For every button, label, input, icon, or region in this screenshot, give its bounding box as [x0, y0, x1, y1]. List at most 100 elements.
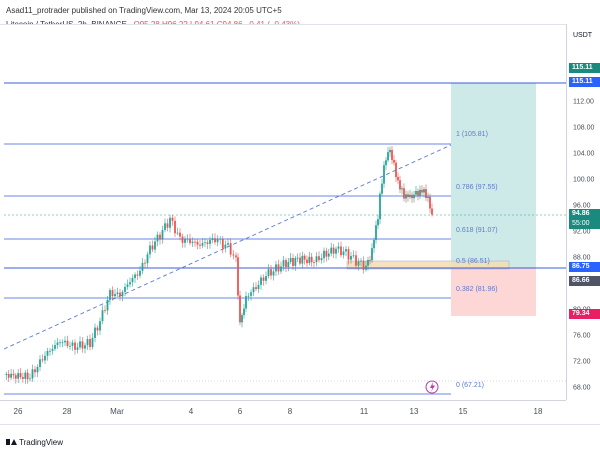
time-axis[interactable]: 26 28 Mar 4 6 8 11 13 15 18: [0, 400, 566, 422]
candle-body: [206, 242, 209, 244]
candle-body: [320, 258, 323, 261]
candle-body: [342, 251, 345, 256]
candle-body: [214, 238, 216, 243]
stop-price-label: 79.34: [569, 309, 600, 319]
candle-body: [136, 274, 139, 276]
candle-body: [116, 292, 119, 295]
candle-body: [337, 246, 340, 249]
candle-body: [104, 310, 106, 311]
price-chart[interactable]: 1 (105.81) 0.786 (97.55) 0.618 (91.07) 0…: [0, 25, 566, 400]
candle-body: [340, 246, 342, 256]
candle-body: [59, 342, 61, 344]
candle-body: [287, 261, 290, 267]
candle-body: [106, 299, 109, 311]
candle-body: [345, 249, 347, 252]
candle-body: [425, 189, 427, 198]
candle-body: [184, 239, 186, 243]
candle-body: [201, 243, 204, 246]
candle-body: [111, 290, 114, 297]
entry-zone[interactable]: [346, 260, 510, 270]
time-tick: 18: [533, 407, 543, 416]
last-price-label: 94.86: [569, 209, 600, 219]
price-tick: 92.00: [573, 228, 591, 236]
fib-label-0: 0 (67.21): [456, 382, 484, 389]
candle-body: [360, 260, 362, 262]
target-zone[interactable]: [451, 83, 536, 268]
candle-body: [389, 149, 391, 153]
candle-body: [29, 378, 31, 380]
candle-body: [139, 270, 141, 276]
price-tick: 88.00: [573, 254, 591, 262]
candle-body: [275, 264, 277, 272]
price-tick: 68.00: [573, 384, 591, 392]
candle-body: [431, 208, 433, 215]
candle-body: [221, 238, 224, 249]
time-tick: Mar: [110, 407, 124, 416]
candle-body: [369, 259, 371, 261]
candle-body: [362, 260, 365, 270]
time-tick: 6: [237, 407, 243, 416]
candle-body: [126, 284, 129, 287]
candle-body: [26, 372, 29, 380]
candle-body: [74, 342, 76, 350]
candle-body: [91, 338, 94, 347]
candle-body: [174, 220, 176, 234]
candle-body: [141, 262, 144, 271]
candle-body: [5, 373, 8, 375]
candle-body: [301, 255, 304, 264]
candle-body: [355, 255, 357, 266]
candle-body: [262, 277, 265, 281]
lightning-icon[interactable]: [425, 380, 439, 394]
currency-label[interactable]: USDT: [573, 32, 593, 39]
candle-body: [373, 239, 375, 249]
candle-body: [371, 248, 373, 261]
candle-body: [270, 269, 272, 276]
candle-body: [61, 342, 64, 344]
candle-body: [265, 276, 267, 281]
candle-body: [393, 159, 395, 163]
candle-body: [114, 294, 116, 297]
dashed-trendline[interactable]: [3, 144, 452, 350]
candle-body: [69, 345, 71, 347]
price-tick: 100.00: [573, 176, 595, 184]
candle-body: [71, 342, 74, 346]
candle-body: [191, 241, 194, 244]
candle-body: [124, 286, 126, 292]
candle-body: [267, 269, 270, 277]
candle-body: [66, 340, 69, 347]
candle-body: [381, 183, 383, 194]
candle-body: [306, 259, 308, 264]
fib-label-0618: 0.618 (91.07): [456, 227, 498, 234]
candle-body: [292, 257, 294, 266]
target-price-label: 115.11: [569, 63, 600, 73]
price-tick: 104.00: [573, 150, 595, 158]
candle-body: [367, 259, 369, 266]
candle-body: [397, 177, 399, 181]
candle-body: [99, 321, 101, 331]
candle-body: [289, 257, 292, 262]
candle-body: [272, 271, 275, 276]
time-tick: 13: [409, 407, 419, 416]
price-axis[interactable]: USDT 112.00 108.00 104.00 100.00 96.00 9…: [566, 24, 600, 400]
candle-body: [247, 295, 250, 297]
candle-body: [411, 194, 413, 199]
candle-body: [151, 245, 154, 250]
candle-body: [409, 194, 411, 198]
candle-body: [377, 219, 379, 226]
candle-body: [209, 240, 211, 244]
candle-body: [229, 243, 232, 255]
fib-label-1: 1 (105.81): [456, 131, 488, 138]
candle-body: [204, 242, 206, 244]
stop-zone[interactable]: [451, 268, 536, 316]
candle-body: [121, 291, 124, 297]
candle-body: [250, 292, 252, 296]
candle-body: [280, 266, 282, 272]
chart-pane[interactable]: 1 (105.81) 0.786 (97.55) 0.618 (91.07) 0…: [0, 24, 566, 400]
candle-body: [391, 149, 393, 160]
candle-body: [86, 339, 89, 346]
time-tick: 15: [458, 407, 468, 416]
candle-body: [347, 249, 350, 260]
candle-body: [243, 308, 245, 316]
candle-body: [129, 282, 131, 285]
candlestick-series: [5, 146, 433, 384]
